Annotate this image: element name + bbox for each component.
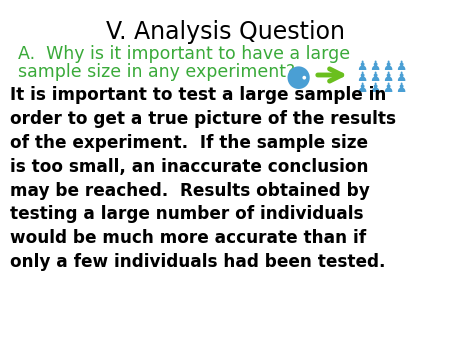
Text: ♟: ♟ xyxy=(382,71,394,84)
Text: ♟: ♟ xyxy=(396,71,407,84)
Text: It is important to test a large sample in
order to get a true picture of the res: It is important to test a large sample i… xyxy=(10,86,396,271)
Text: ♟: ♟ xyxy=(369,82,381,95)
Text: ♟: ♟ xyxy=(356,82,368,95)
Text: ♟: ♟ xyxy=(396,60,407,73)
Text: ♟: ♟ xyxy=(396,82,407,95)
Text: sample size in any experiment?: sample size in any experiment? xyxy=(18,63,295,81)
Text: ⚈: ⚈ xyxy=(284,66,312,95)
Text: A.  Why is it important to have a large: A. Why is it important to have a large xyxy=(18,45,350,63)
Text: ♟: ♟ xyxy=(382,60,394,73)
Text: ♟: ♟ xyxy=(382,82,394,95)
Text: ♟: ♟ xyxy=(356,71,368,84)
Text: ♟: ♟ xyxy=(356,60,368,73)
Text: ♟: ♟ xyxy=(369,71,381,84)
Text: V. Analysis Question: V. Analysis Question xyxy=(105,20,345,44)
Text: ♟: ♟ xyxy=(369,60,381,73)
